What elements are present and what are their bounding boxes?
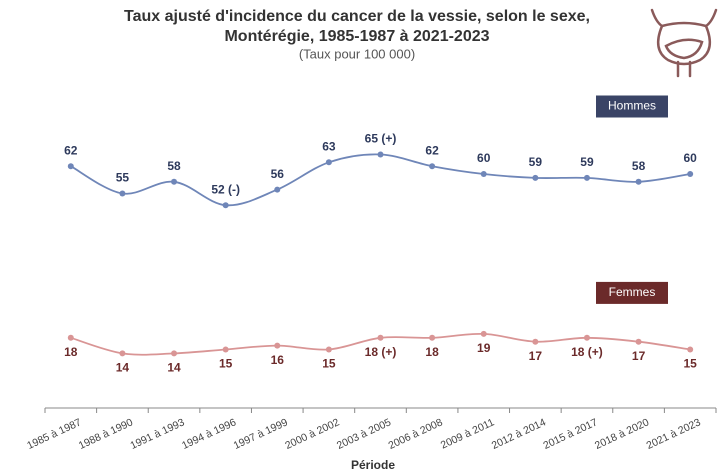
data-point [635, 338, 642, 345]
data-label: 17 [529, 349, 543, 363]
data-label: 52 (-) [211, 182, 240, 196]
data-label: 18 (+) [571, 345, 603, 359]
data-point [532, 338, 539, 345]
data-label: 56 [271, 167, 285, 181]
data-point [377, 334, 384, 341]
data-point [67, 334, 74, 341]
data-point [480, 171, 487, 177]
data-point [222, 346, 229, 353]
data-point [687, 346, 694, 353]
data-point [222, 202, 229, 209]
data-point [119, 190, 126, 197]
x-tick-label: 1997 à 1999 [232, 416, 290, 452]
data-label: 62 [425, 143, 439, 157]
data-label: 17 [632, 349, 646, 363]
data-label: 15 [684, 357, 698, 371]
data-label: 18 [64, 345, 78, 359]
data-label: 14 [167, 361, 181, 375]
bladder-icon [650, 8, 718, 78]
x-tick-label: 2009 à 2011 [439, 416, 496, 451]
data-label: 58 [167, 159, 181, 173]
series-line [70, 153, 691, 207]
data-point [429, 163, 436, 170]
data-point [325, 346, 332, 353]
data-label: 19 [477, 341, 491, 355]
x-tick-label: 2018 à 2020 [593, 416, 651, 452]
chart-subtitle: (Taux pour 100 000) [299, 46, 415, 61]
data-point [119, 350, 126, 357]
data-point [687, 171, 694, 177]
x-tick-label: 1988 à 1990 [77, 416, 135, 452]
legend-box [596, 281, 668, 304]
chart-title: Taux ajusté d'incidence du cancer de la … [124, 8, 590, 25]
data-label: 65 (+) [365, 132, 397, 146]
data-label: 59 [580, 155, 594, 169]
data-label: 60 [477, 151, 491, 165]
data-point [274, 342, 281, 349]
data-point [480, 330, 487, 337]
data-point [429, 334, 436, 341]
x-tick-label: 2012 à 2014 [490, 416, 548, 452]
data-point [325, 159, 332, 166]
data-point [377, 151, 384, 158]
x-tick-label: 2015 à 2017 [541, 416, 599, 452]
data-label: 55 [116, 171, 130, 185]
data-point [635, 178, 642, 185]
x-tick-label: 2000 à 2002 [283, 416, 341, 452]
data-point [532, 174, 539, 181]
data-label: 63 [322, 139, 336, 153]
x-tick-label: 1991 à 1993 [128, 416, 186, 452]
data-point [583, 334, 590, 341]
data-label: 60 [684, 151, 698, 165]
data-label: 15 [322, 357, 336, 371]
data-label: 14 [116, 361, 130, 375]
legend-label: Femmes [609, 285, 656, 299]
legend-label: Hommes [608, 99, 656, 113]
data-label: 59 [529, 155, 543, 169]
chart-title: Montérégie, 1985-1987 à 2021-2023 [224, 28, 489, 45]
data-point [583, 174, 590, 181]
data-label: 15 [219, 357, 233, 371]
x-tick-label: 1985 à 1987 [25, 416, 83, 452]
x-tick-label: 2021 à 2023 [645, 416, 703, 452]
data-label: 18 [425, 345, 439, 359]
legend-box [596, 95, 668, 118]
data-label: 18 (+) [365, 345, 397, 359]
data-point [171, 350, 178, 357]
data-label: 16 [271, 353, 285, 367]
x-tick-label: 2003 à 2005 [335, 416, 393, 452]
data-point [274, 186, 281, 193]
x-axis-title: Période [351, 458, 395, 472]
data-point [171, 178, 178, 185]
x-tick-label: 1994 à 1996 [180, 416, 238, 452]
x-tick-label: 2006 à 2008 [387, 416, 445, 452]
data-label: 58 [632, 159, 646, 173]
data-label: 62 [64, 143, 78, 157]
data-point [67, 163, 74, 170]
